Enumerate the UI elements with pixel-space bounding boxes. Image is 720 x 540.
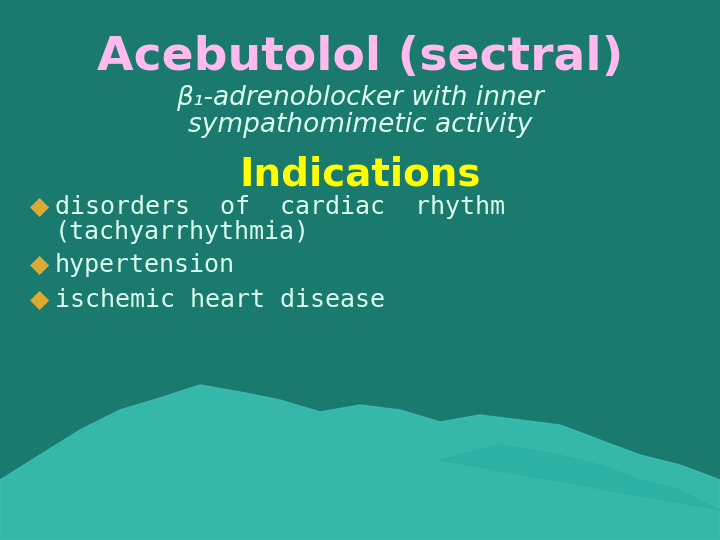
Polygon shape xyxy=(440,445,720,510)
Text: Indications: Indications xyxy=(239,155,481,193)
Text: ◆: ◆ xyxy=(30,253,49,277)
Text: (tachyarrhythmia): (tachyarrhythmia) xyxy=(55,220,310,244)
Text: ◆: ◆ xyxy=(30,288,49,312)
Text: ischemic heart disease: ischemic heart disease xyxy=(55,288,385,312)
Text: hypertension: hypertension xyxy=(55,253,235,277)
Text: β₁-adrenoblocker with inner: β₁-adrenoblocker with inner xyxy=(176,85,544,111)
Text: disorders  of  cardiac  rhythm: disorders of cardiac rhythm xyxy=(55,195,505,219)
Text: sympathomimetic activity: sympathomimetic activity xyxy=(188,112,532,138)
Polygon shape xyxy=(0,385,720,540)
Text: ◆: ◆ xyxy=(30,195,49,219)
Text: Acebutolol (sectral): Acebutolol (sectral) xyxy=(97,35,623,80)
